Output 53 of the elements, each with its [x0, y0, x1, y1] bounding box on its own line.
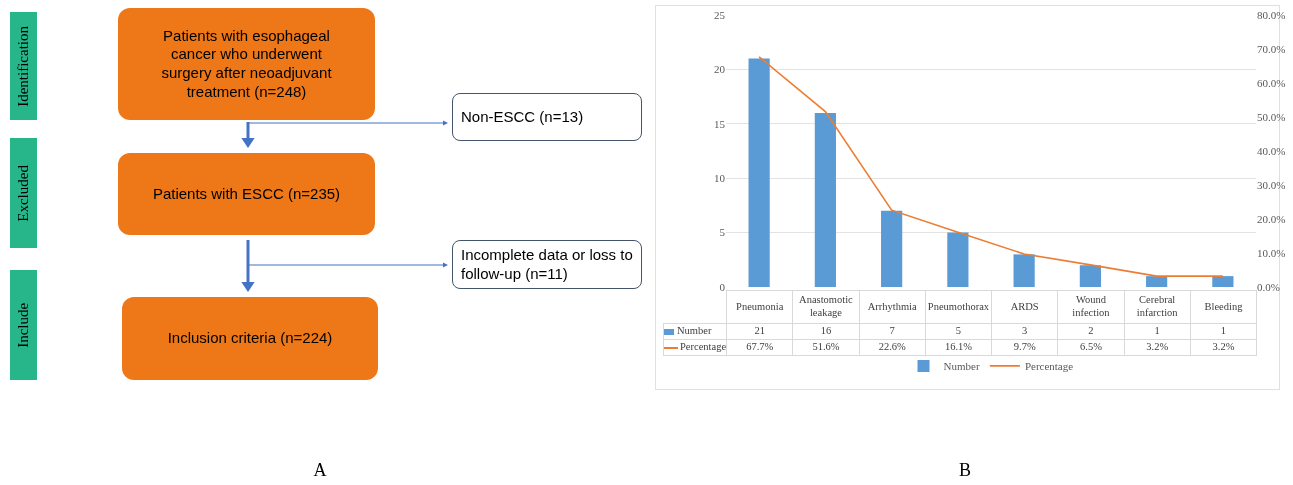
- data-label: 2: [1057, 323, 1125, 340]
- text: Patients with ESCC (n=235): [118, 153, 375, 235]
- data-label: 16: [792, 323, 860, 340]
- data-label: 3.2%: [1190, 339, 1257, 356]
- y2-tick-label: 10.0%: [1257, 246, 1286, 259]
- text: Number: [943, 360, 980, 373]
- data-label: 3.2%: [1124, 339, 1191, 356]
- text: A: [312, 458, 328, 482]
- data-label: 1: [1124, 323, 1191, 340]
- text: Inclusion criteria (n=224): [122, 297, 378, 380]
- text: B: [958, 458, 972, 482]
- y-tick-label: 15: [714, 117, 726, 130]
- y2-tick-label: 30.0%: [1257, 178, 1286, 191]
- y2-tick-label: 70.0%: [1257, 42, 1286, 55]
- x-tick-label: Bleeding: [1190, 290, 1257, 324]
- text: Incomplete data or loss to follow-up (n=11): [452, 240, 642, 289]
- data-label: 21: [726, 323, 793, 340]
- text: Identification: [14, 25, 33, 107]
- y2-tick-label: 60.0%: [1257, 76, 1286, 89]
- text: Patients with esophageal cancer who underwent surgery after neoadjuvant treatment (n=248): [118, 8, 375, 120]
- data-label: 7: [859, 323, 926, 340]
- y-tick-label: 0: [719, 280, 726, 293]
- data-label: 67.7%: [726, 339, 793, 356]
- y2-tick-label: 0.0%: [1257, 280, 1280, 293]
- y-tick-label: 5: [719, 226, 726, 239]
- x-tick-label: Wound infection: [1057, 290, 1125, 324]
- legend-label: Number: [663, 323, 727, 340]
- y-tick-label: 20: [714, 63, 726, 76]
- text: Include: [14, 302, 33, 348]
- data-label: 3: [991, 323, 1058, 340]
- data-label: 9.7%: [991, 339, 1058, 356]
- data-label: 16.1%: [925, 339, 992, 356]
- text: Excluded: [14, 164, 33, 222]
- legend-label: Percentage: [663, 339, 727, 356]
- text: Non-ESCC (n=13): [452, 93, 642, 141]
- y2-tick-label: 80.0%: [1257, 8, 1286, 21]
- x-tick-label: Cerebral infarction: [1124, 290, 1191, 324]
- y-tick-label: 25: [714, 8, 726, 21]
- y2-tick-label: 20.0%: [1257, 212, 1286, 225]
- y-tick-label: 10: [714, 172, 726, 185]
- y2-tick-label: 40.0%: [1257, 144, 1286, 157]
- data-label: 1: [1190, 323, 1257, 340]
- x-tick-label: ARDS: [991, 290, 1058, 324]
- data-label: 6.5%: [1057, 339, 1125, 356]
- data-label: 5: [925, 323, 992, 340]
- x-tick-label: Arrhythmia: [859, 290, 926, 324]
- y2-tick-label: 50.0%: [1257, 110, 1286, 123]
- x-tick-label: Pneumonia: [726, 290, 793, 324]
- text: Percentage: [1024, 360, 1074, 373]
- data-label: 51.6%: [792, 339, 860, 356]
- x-tick-label: Pneumothorax: [925, 290, 992, 324]
- x-tick-label: Anastomotic leakage: [792, 290, 860, 324]
- data-label: 22.6%: [859, 339, 926, 356]
